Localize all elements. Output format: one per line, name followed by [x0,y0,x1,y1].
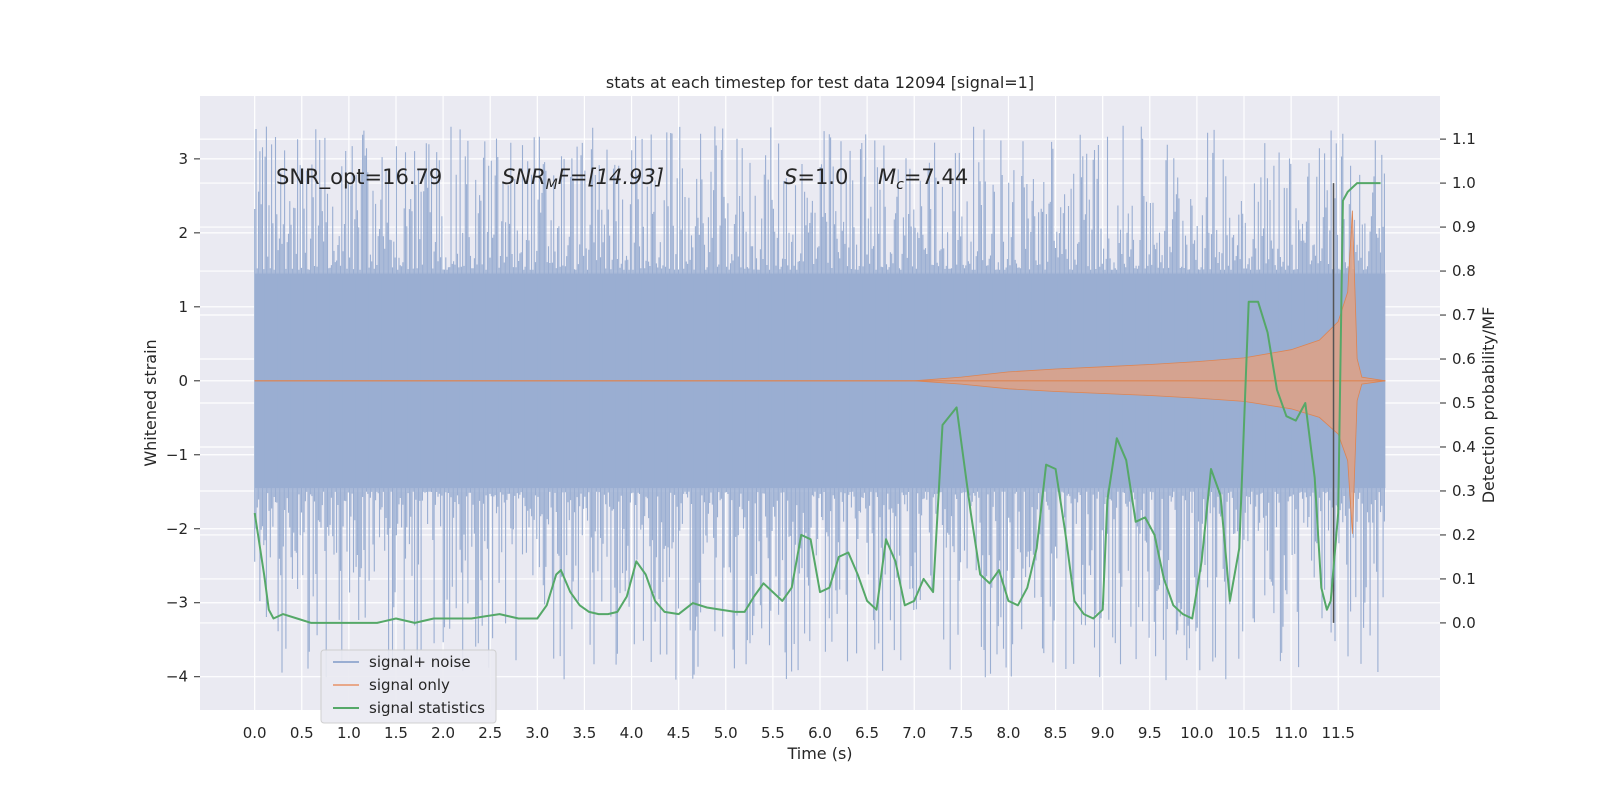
legend: signal+ noise signal only signal statist… [320,649,497,724]
x-tick-label: 5.0 [714,724,738,742]
y-tick-label: −3 [166,594,188,612]
x-tick-label: 0.5 [290,724,314,742]
y-tick-label: 2 [178,224,188,242]
y2-tick-label: 0.2 [1452,526,1476,544]
x-tick-label: 4.5 [667,724,691,742]
y-tick-label: 3 [178,150,188,168]
x-axis-label: Time (s) [786,744,852,763]
x-tick-label: 2.0 [431,724,455,742]
y2-tick-label: 0.0 [1452,614,1476,632]
annotation-snr-mf: SNRMF=[14.93] [502,165,664,193]
x-tick-label: 8.0 [997,724,1021,742]
x-tick-label: 11.0 [1274,724,1307,742]
x-tick-label: 10.0 [1180,724,1213,742]
y2-tick-label: 0.3 [1452,482,1476,500]
y-tick-label: 0 [178,372,188,390]
y-tick-label: −1 [166,446,188,464]
x-tick-label: 7.0 [902,724,926,742]
x-tick-label: 6.0 [808,724,832,742]
x-tick-label: 5.5 [761,724,785,742]
y2-tick-label: 0.4 [1452,438,1476,456]
y-tick-label: 1 [178,298,188,316]
y2-tick-label: 0.9 [1452,218,1476,236]
legend-stats-label: signal statistics [369,699,485,717]
x-tick-label: 10.5 [1227,724,1260,742]
y2-tick-label: 0.8 [1452,262,1476,280]
x-tick-label: 6.5 [855,724,879,742]
x-tick-label: 1.5 [384,724,408,742]
y-tick-label: −4 [166,668,188,686]
x-tick-label: 3.0 [525,724,549,742]
y2-axis-ticks: 1.1 1.0 0.9 0.8 0.7 0.6 0.5 0.4 0.3 0.2 0.1 0.0 [1440,130,1476,632]
x-tick-label: 9.5 [1138,724,1162,742]
x-tick-label: 9.0 [1091,724,1115,742]
statistics-series [253,182,1381,624]
x-tick-label: 2.5 [478,724,502,742]
legend-signal-label: signal only [369,676,450,694]
annotation-snr-opt: SNR_opt=16.79 [276,165,442,190]
y2-tick-label: 0.7 [1452,306,1476,324]
annotation-mc: Mc=7.44 [878,165,968,193]
statistics-line [253,182,1381,624]
annotation-s: S=1.0 [784,165,848,189]
x-tick-label: 11.5 [1322,724,1355,742]
signal-series [254,210,1386,534]
y2-tick-label: 1.1 [1452,130,1476,148]
annotations: SNR_opt=16.79 SNRMF=[14.93] S=1.0 Mc=7.4… [276,165,968,193]
y2-tick-label: 0.6 [1452,350,1476,368]
y-axis-label: Whitened strain [141,339,160,466]
x-tick-label: 3.5 [573,724,597,742]
x-tick-label: 0.0 [243,724,267,742]
x-tick-label: 4.0 [620,724,644,742]
legend-noise-label: signal+ noise [369,653,471,671]
x-tick-label: 8.5 [1044,724,1068,742]
legend-box [320,649,497,724]
x-tick-label: 1.0 [337,724,361,742]
x-tick-label: 7.5 [949,724,973,742]
y2-tick-label: 0.1 [1452,570,1476,588]
chart-title: stats at each timestep for test data 120… [606,73,1034,92]
y2-axis-label: Detection probability/MF [1479,307,1498,504]
x-axis-ticks: 0.0 0.5 1.0 1.5 2.0 2.5 3.0 3.5 4.0 4.5 5.0 5.5 6.0 6… [243,724,1355,742]
y2-tick-label: 1.0 [1452,174,1476,192]
y-axis-ticks: 3 2 1 0 −1 −2 −3 −4 [166,150,200,686]
y-tick-label: −2 [166,520,188,538]
y2-tick-label: 0.5 [1452,394,1476,412]
